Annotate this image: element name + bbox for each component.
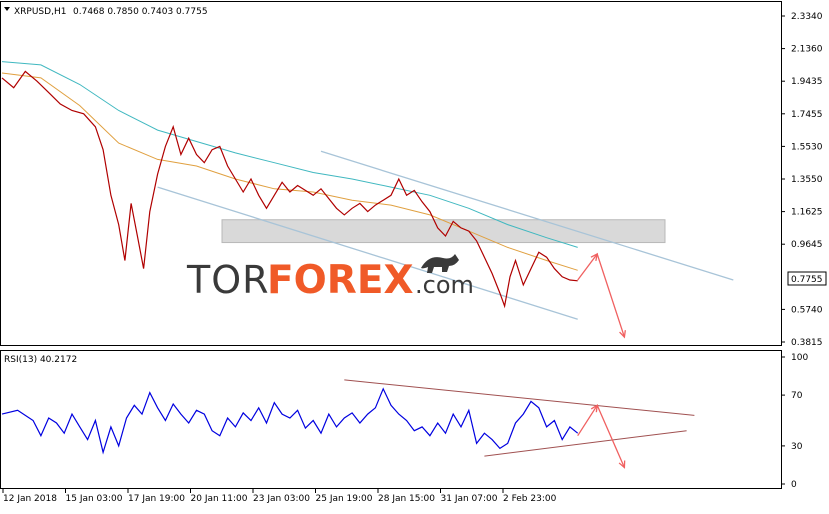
rsi-tick-label: 30 xyxy=(791,442,803,452)
price-tick-label: 2.1360 xyxy=(791,45,823,55)
rsi-forecast-up-arrowhead xyxy=(590,404,598,413)
price-tick-label: 0.3815 xyxy=(791,338,823,348)
ma-fast-line xyxy=(1,72,578,271)
rsi-tick-label: 0 xyxy=(791,480,797,490)
price-tick-label: 0.5740 xyxy=(791,305,823,315)
rsi-tick-label: 100 xyxy=(791,353,808,363)
ohlc-values: 0.7468 0.7850 0.7403 0.7755 xyxy=(73,7,208,17)
symbol-label: XRPUSD,H1 xyxy=(14,7,66,17)
price-tick-label: 1.5530 xyxy=(791,142,823,152)
price-tick-label: 2.3340 xyxy=(791,12,823,22)
price-tick-label: 1.7455 xyxy=(791,110,823,120)
time-tick-label: 31 Jan 07:00 xyxy=(441,494,498,504)
bull-icon xyxy=(421,254,459,273)
time-tick-label: 23 Jan 03:00 xyxy=(253,494,310,504)
price-tick-label: 0.9645 xyxy=(791,240,823,250)
triangle-down-icon[interactable] xyxy=(4,7,10,11)
resistance-zone xyxy=(221,219,666,244)
watermark-com: .com xyxy=(415,271,474,299)
channel-lower-line xyxy=(157,186,578,320)
watermark-tor: TOR xyxy=(186,258,270,302)
current-price-marker xyxy=(787,271,827,286)
rsi-trend-upper-line xyxy=(344,379,695,416)
rsi-forecast-down-arrow xyxy=(596,405,625,468)
rsi-trend-lower-line xyxy=(484,430,687,457)
time-tick-label: 25 Jan 19:00 xyxy=(316,494,373,504)
time-tick-label: 2 Feb 23:00 xyxy=(503,494,557,504)
rsi-tick-label: 70 xyxy=(791,391,803,401)
watermark-logo: TOR FOREX .com xyxy=(186,254,474,303)
rsi-line xyxy=(1,387,579,455)
price-tick-label: 1.9435 xyxy=(791,77,823,87)
ma-slow-line xyxy=(1,61,578,248)
current-price-label: 0.7755 xyxy=(791,275,823,285)
rsi-forecast-up-arrow xyxy=(577,404,598,437)
price-tick-label: 1.3550 xyxy=(791,175,823,185)
forecast-down-arrow xyxy=(596,253,626,338)
forecast-down-arrowhead xyxy=(619,330,626,339)
rsi-label: RSI(13) 40.2172 xyxy=(4,355,77,365)
rsi-forecast-down-arrowhead xyxy=(618,460,626,469)
watermark-forex: FOREX xyxy=(267,258,414,303)
forecast-up-arrowhead xyxy=(590,252,599,261)
time-tick-label: 20 Jan 11:00 xyxy=(191,494,248,504)
time-tick-label: 17 Jan 19:00 xyxy=(128,494,185,504)
time-tick-label: 28 Jan 15:00 xyxy=(378,494,435,504)
price-line xyxy=(1,70,578,309)
forecast-up-arrow xyxy=(577,253,598,281)
channel-upper-line xyxy=(320,150,734,281)
time-tick-label: 15 Jan 03:00 xyxy=(66,494,123,504)
time-tick-label: 12 Jan 2018 xyxy=(3,494,57,504)
rsi-panel-frame xyxy=(0,350,782,489)
price-tick-label: 1.1625 xyxy=(791,208,823,218)
